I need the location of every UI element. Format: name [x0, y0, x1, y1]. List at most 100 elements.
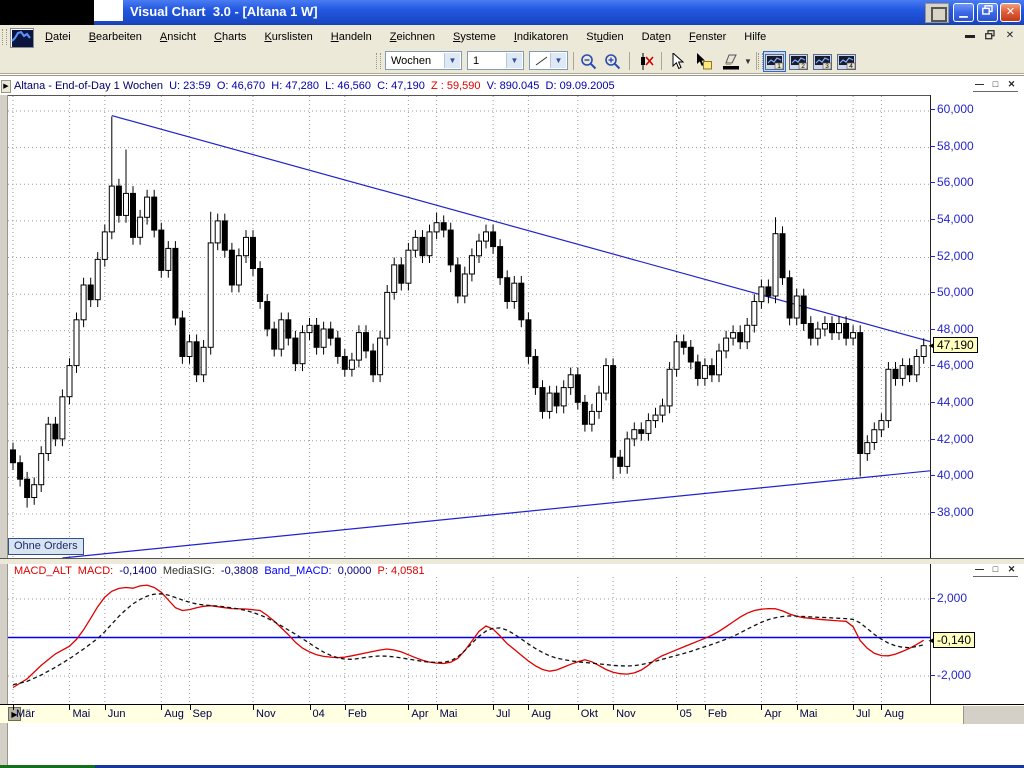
pointer-button[interactable] — [666, 51, 689, 71]
close-button[interactable]: ✕ — [1000, 3, 1021, 22]
menu-item-zeichnen[interactable]: Zeichnen — [389, 31, 436, 43]
current-price-box: ◄ 47,190 — [927, 336, 978, 353]
compression-combo[interactable]: 1 ▼ — [467, 51, 524, 70]
chevron-down-icon[interactable]: ▼ — [444, 53, 460, 68]
price-axis-label: 56,000 — [930, 175, 974, 190]
scroll-right-button[interactable]: ▶ — [8, 707, 21, 721]
menu-item-kurslisten[interactable]: Kurslisten — [264, 31, 313, 43]
panel-button[interactable] — [925, 3, 949, 23]
menu-item-bearbeiten[interactable]: Bearbeiten — [88, 31, 142, 43]
info-segment-1: U: 23:59 — [169, 80, 211, 92]
date-label: Mai — [72, 708, 91, 720]
axis-separator-line — [930, 95, 931, 704]
titlebar-gap — [94, 0, 123, 21]
date-tick — [69, 705, 71, 710]
date-tick — [577, 705, 579, 710]
price-axis-label: 52,000 — [930, 248, 974, 263]
date-label: Feb — [347, 708, 367, 720]
date-tick — [408, 705, 410, 710]
panel-close-icon[interactable]: ✕ — [1007, 79, 1016, 89]
menu-item-datei[interactable]: Datei — [45, 31, 71, 43]
period-combo[interactable]: Wochen ▼ — [385, 51, 462, 70]
candlestick-chart[interactable] — [8, 96, 935, 559]
chart-window-button-1[interactable]: 1 — [763, 51, 786, 72]
zoom-out-button[interactable] — [577, 51, 600, 71]
line-style-combo[interactable]: ▼ — [529, 51, 568, 70]
highlighter-button[interactable] — [718, 51, 744, 71]
menu-item-charts[interactable]: Charts — [214, 31, 247, 43]
date-tick — [104, 705, 106, 710]
restore-button[interactable] — [977, 3, 998, 22]
date-axis-grip — [963, 706, 1024, 724]
panel-icon — [931, 7, 947, 22]
mini-chart-icon: 4 — [837, 53, 856, 70]
minimize-button[interactable]: ▁ — [953, 3, 974, 22]
menu-item-studien[interactable]: Studien — [586, 31, 624, 43]
macd-axis-label: 2,000 — [929, 591, 968, 605]
date-label: Jun — [107, 708, 126, 720]
mdi-window-controls: ▬ ✕ — [964, 30, 1016, 42]
menu-item-ansicht[interactable]: Ansicht — [159, 31, 197, 43]
chevron-down-icon[interactable]: ▼ — [550, 53, 566, 68]
date-label: 05 — [679, 708, 692, 720]
chart-window-button-2[interactable]: 2 — [787, 51, 810, 72]
panel-restore-icon[interactable]: □ — [992, 79, 999, 89]
toolbar: Wochen ▼ 1 ▼ ▼ — [0, 49, 1024, 74]
date-axis[interactable]: ▶ Mär Mai Jun Aug Sep Nov 04 Feb Apr Mai Jul Aug Okt… — [0, 704, 1024, 724]
price-axis-label: 58,000 — [930, 138, 974, 153]
panel-restore-icon[interactable]: □ — [992, 564, 999, 574]
svg-text:4: 4 — [849, 63, 853, 70]
chart-left-edge — [0, 95, 8, 768]
mdi-close-icon[interactable]: ✕ — [1005, 30, 1015, 41]
info-segment-8: D: 09.09.2005 — [545, 80, 615, 92]
macd-chart[interactable] — [8, 577, 930, 704]
menu-item-fenster[interactable]: Fenster — [688, 31, 727, 43]
macd-plot[interactable] — [8, 577, 930, 704]
period-value: Wochen — [391, 54, 432, 67]
menu-item-handeln[interactable]: Handeln — [330, 31, 372, 43]
app-icon[interactable] — [10, 28, 34, 48]
price-chart-plot[interactable] — [8, 95, 935, 559]
toolbar-grip[interactable] — [376, 53, 381, 69]
price-axis[interactable]: 60,000 58,000 56,000 54,000 52,000 50,000 48,0… — [927, 95, 1024, 558]
toolbar-grip-2[interactable] — [758, 53, 763, 69]
macd-axis[interactable]: 2,000 -2,000 ◄ -0,140 — [927, 577, 1024, 704]
info-segment-0: Altana - End-of-Day 1 Wochen — [14, 80, 163, 92]
date-tick — [161, 705, 163, 710]
chart-window-button-4[interactable]: 4 — [835, 51, 858, 72]
mdi-restore-icon[interactable] — [984, 30, 996, 42]
menu-item-indikatoren[interactable]: Indikatoren — [513, 31, 569, 43]
info-segment-3: H: 47,280 — [271, 80, 319, 92]
insert-order-button[interactable] — [634, 51, 657, 71]
price-marker-icon: ◄ — [927, 340, 935, 350]
highlighter-dropdown[interactable]: ▼ — [743, 51, 753, 71]
zoom-in-button[interactable] — [601, 51, 624, 71]
date-tick — [13, 705, 14, 710]
panel-splitter[interactable] — [0, 558, 1024, 564]
panel-close-icon[interactable]: ✕ — [1007, 564, 1016, 574]
mdi-minimize-icon[interactable]: ▬ — [965, 30, 975, 41]
date-tick — [344, 705, 346, 710]
infobar-grip[interactable]: ▶ — [1, 80, 11, 93]
note-pointer-icon — [696, 52, 712, 69]
date-tick — [881, 705, 883, 710]
panel-minimize-icon[interactable]: — — [975, 79, 984, 89]
macd-header-segment-7: P: 4,0581 — [377, 565, 425, 577]
date-tick — [189, 705, 191, 710]
macd-header-segment-6: 0,0000 — [337, 565, 372, 577]
menu-item-systeme[interactable]: Systeme — [453, 31, 496, 43]
macd-marker-icon: ◄ — [927, 636, 935, 646]
mini-chart-icon: 3 — [813, 53, 832, 70]
chart-window-button-3[interactable]: 3 — [811, 51, 834, 72]
date-tick — [528, 705, 530, 710]
orders-badge[interactable]: Ohne Orders — [8, 538, 84, 555]
note-pointer-button[interactable] — [692, 51, 715, 71]
menu-item-daten[interactable]: Daten — [641, 31, 671, 43]
panel-minimize-icon[interactable]: — — [975, 564, 984, 574]
chevron-down-icon[interactable]: ▼ — [506, 53, 522, 68]
macd-header: MACD_ALT MACD: -0,1400 MediaSIG: -0,3808… — [14, 565, 425, 577]
price-axis-label: 54,000 — [930, 211, 974, 226]
menubar-grip[interactable] — [2, 29, 7, 45]
menu-item-hilfe[interactable]: Hilfe — [744, 31, 767, 43]
